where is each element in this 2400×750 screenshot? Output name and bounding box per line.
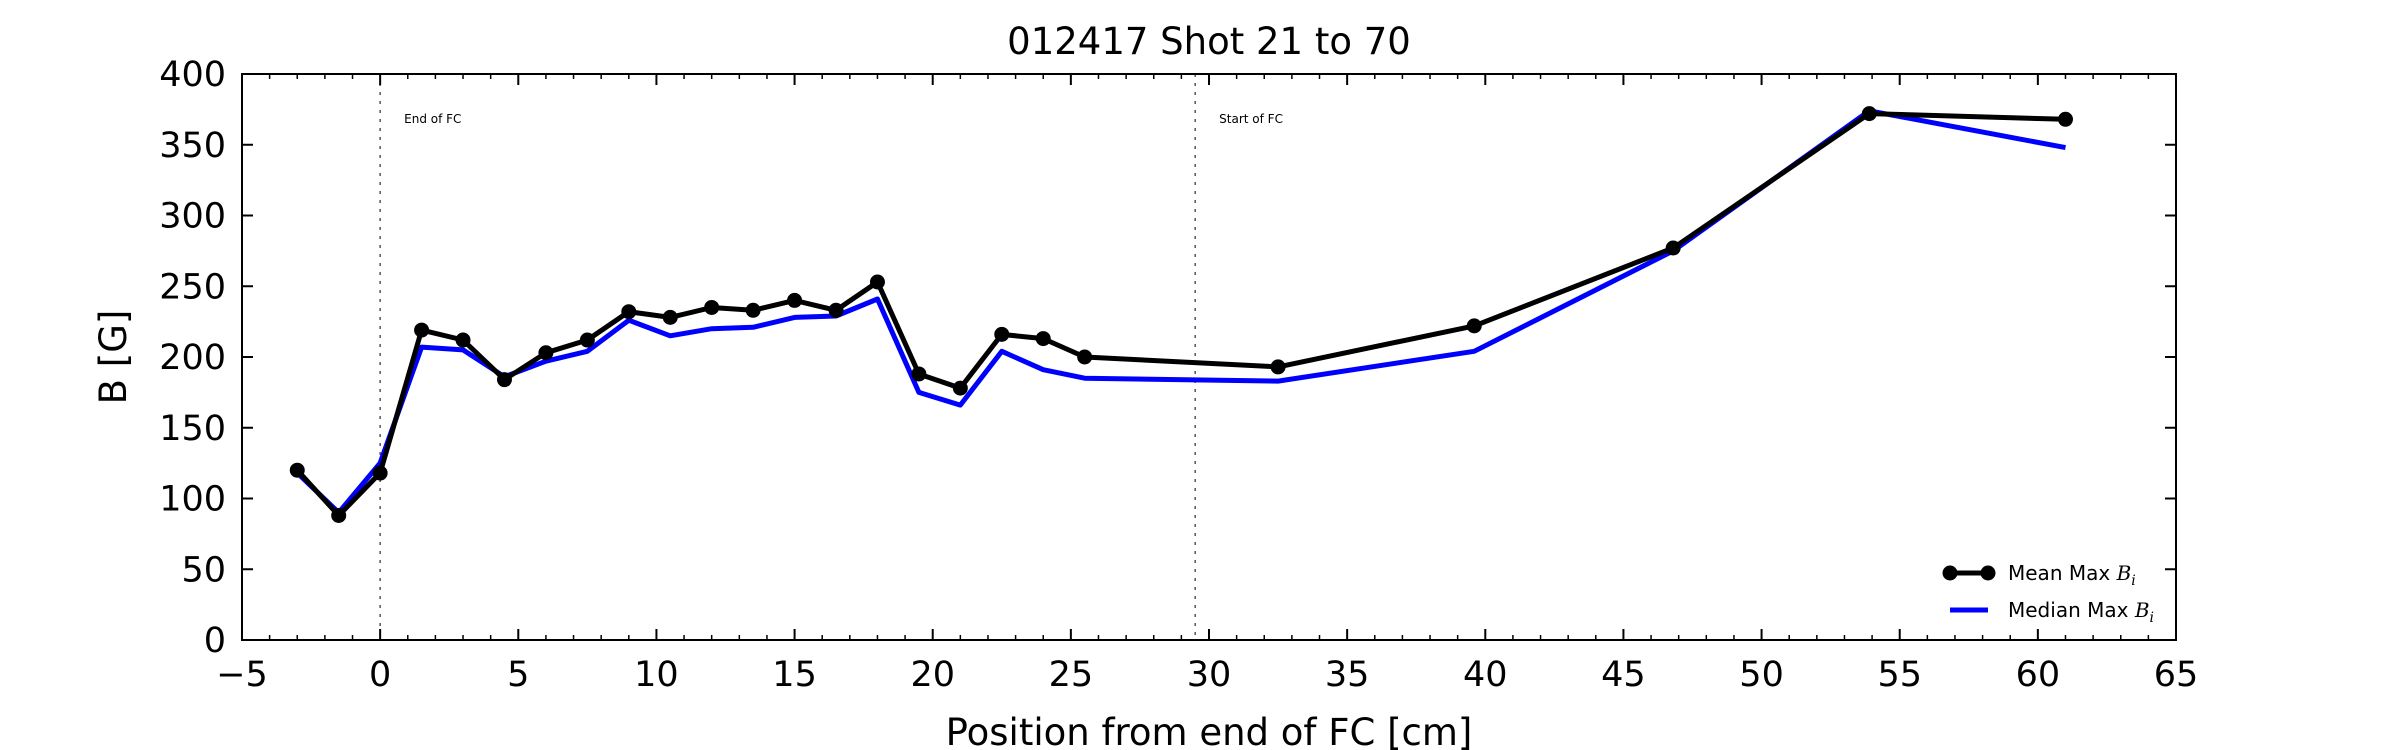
- legend-label: Median Max Bi: [2008, 598, 2154, 626]
- data-point: [952, 380, 968, 396]
- data-point: [704, 299, 720, 315]
- x-tick-label: 5: [507, 655, 529, 695]
- x-axis-label: Position from end of FC [cm]: [946, 711, 1473, 750]
- x-tick-label: 0: [369, 655, 391, 695]
- data-point: [1466, 318, 1482, 334]
- data-point: [289, 462, 305, 478]
- data-point: [2057, 111, 2073, 127]
- y-tick-label: 50: [181, 550, 226, 590]
- x-tick-label: 60: [2016, 655, 2061, 695]
- legend-swatch-marker: [1980, 565, 1996, 581]
- y-tick-label: 350: [159, 126, 226, 166]
- y-tick-label: 0: [204, 621, 226, 661]
- data-point: [496, 372, 512, 388]
- x-tick-label: 10: [634, 655, 679, 695]
- data-point: [1861, 106, 1877, 122]
- data-point: [1035, 331, 1051, 347]
- legend-label-math: B: [2134, 598, 2150, 622]
- data-point: [662, 309, 678, 325]
- x-tick-label: 40: [1463, 655, 1508, 695]
- data-point: [372, 465, 388, 481]
- x-tick-label: 25: [1049, 655, 1094, 695]
- legend-swatch-marker: [1942, 565, 1958, 581]
- y-tick-label: 250: [159, 267, 226, 307]
- data-point: [538, 345, 554, 361]
- y-axis-label: B [G]: [92, 310, 135, 405]
- data-point: [1665, 240, 1681, 256]
- series-layer: [289, 106, 2073, 523]
- x-tick-label: 55: [1877, 655, 1922, 695]
- y-tick-label: 100: [159, 480, 226, 520]
- x-tick-label: 30: [1187, 655, 1232, 695]
- data-point: [828, 302, 844, 318]
- x-tick-label: 15: [772, 655, 817, 695]
- data-point: [994, 326, 1010, 342]
- data-point: [579, 332, 595, 348]
- y-tick-label: 150: [159, 409, 226, 449]
- data-point: [1270, 359, 1286, 375]
- data-point: [414, 322, 430, 338]
- x-tick-label: 45: [1601, 655, 1646, 695]
- x-tick-label: 50: [1739, 655, 1784, 695]
- chart-title: 012417 Shot 21 to 70: [1007, 20, 1411, 63]
- y-tick-label: 200: [159, 338, 226, 378]
- y-tick-label: 400: [159, 55, 226, 95]
- data-point: [455, 332, 471, 348]
- legend-label-subscript: i: [2150, 610, 2154, 626]
- data-point: [331, 507, 347, 523]
- legend-label-text: Mean Max: [2008, 561, 2117, 585]
- data-point: [911, 366, 927, 382]
- ticks-layer: −5 0 5 10 15 20 25 30 35 40 45 50 55 60 65050100150200…: [159, 55, 2198, 695]
- annotations-layer: End of FC Start of FC: [379, 74, 1283, 640]
- data-point: [869, 274, 885, 290]
- x-tick-label: 20: [910, 655, 955, 695]
- x-tick-label: −5: [216, 655, 268, 695]
- data-point: [745, 302, 761, 318]
- y-tick-label: 300: [159, 197, 226, 237]
- legend-label-math: B: [2116, 561, 2132, 585]
- annotation-label: End of FC: [404, 112, 461, 126]
- data-point: [787, 292, 803, 308]
- annotation-label: Start of FC: [1219, 112, 1283, 126]
- data-point: [621, 304, 637, 320]
- legend-label: Mean Max Bi: [2008, 561, 2136, 589]
- legend-label-subscript: i: [2131, 573, 2135, 589]
- x-tick-label: 65: [2154, 655, 2199, 695]
- data-point: [1077, 349, 1093, 365]
- x-tick-label: 35: [1325, 655, 1370, 695]
- series-line: [295, 108, 2066, 516]
- legend-label-text: Median Max: [2008, 598, 2135, 622]
